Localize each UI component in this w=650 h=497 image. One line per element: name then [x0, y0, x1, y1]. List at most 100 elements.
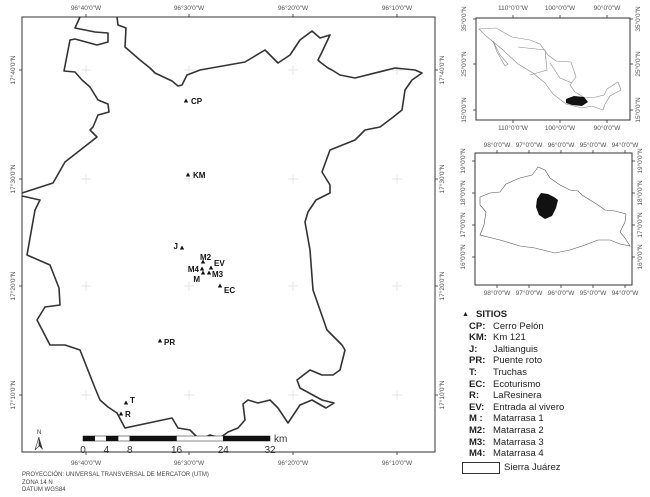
legend-item: CP: Cerro Pelón [469, 321, 564, 333]
legend-code: M : [469, 413, 483, 425]
site-marker: M2 [200, 253, 212, 264]
lat-tick-label: 16°0'0"N [636, 244, 644, 270]
legend-code: T: [469, 366, 477, 378]
legend-item: EC: Ecoturismo [469, 379, 564, 391]
lon-tick-label: 90°0'0"W [594, 124, 622, 132]
zone-text: ZONA 14 N [22, 479, 53, 486]
lon-tick-label: 96°40'0"W [71, 4, 102, 12]
grid-cross [288, 65, 298, 75]
lat-tick-label: 17°40'0"N [9, 55, 17, 84]
lon-tick-label: 96°20'0"W [278, 4, 309, 12]
site-marker: M3 [206, 270, 224, 279]
lat-tick-label: 19°0'0"N [459, 148, 467, 174]
lat-tick-label: 25°0'0"N [460, 51, 468, 77]
legend-item: T: Truchas [469, 367, 564, 379]
lon-tick-label: 96°30'0"W [174, 459, 205, 467]
lat-tick-label: 17°0'0"N [636, 212, 644, 238]
legend-item: M2: Matarrasa 2 [469, 425, 564, 437]
grid-cross [184, 281, 194, 291]
legend-name: Km 121 [493, 332, 526, 344]
legend-name: Matarrasa 2 [493, 424, 544, 436]
triangle-icon [185, 172, 191, 177]
scale-label: 16 [171, 445, 183, 456]
site-marker: M4 [188, 265, 205, 274]
oaxaca-highlight [566, 96, 588, 106]
site-marker: PR [157, 338, 175, 347]
scale-segment [117, 435, 130, 442]
lat-tick-label: 18°0'0"N [459, 180, 467, 206]
legend-title: SITIOS [476, 309, 508, 320]
grid-cross [392, 174, 402, 184]
scale-segment [106, 435, 119, 442]
scale-segment [176, 435, 224, 442]
site-marker: J [174, 242, 185, 251]
lat-tick-label: 35°0'0"N [460, 6, 468, 32]
legend-name: Entrada al vivero [493, 401, 565, 413]
legend-name: Matarrasa 4 [493, 448, 544, 460]
legend-code: M3: [469, 436, 486, 448]
grid-cross [392, 65, 402, 75]
lat-tick-label: 17°10'0"N [438, 380, 446, 409]
lon-tick-label: 96°30'0"W [174, 4, 205, 12]
lat-tick-label: 19°0'0"N [636, 148, 644, 174]
lon-tick-label: 90°0'0"W [594, 4, 622, 12]
sierra-juarez-highlight [536, 193, 558, 219]
scale-unit: km [274, 434, 287, 445]
area-swatch [462, 461, 500, 474]
legend-item: PR: Puente roto [469, 355, 564, 367]
site-marker: CP [183, 97, 203, 106]
site-marker: T [123, 396, 135, 405]
scale-label: 32 [264, 445, 276, 456]
scale-label: 24 [218, 445, 230, 456]
site-label: R [125, 410, 131, 419]
legend-name: Matarrasa 1 [493, 413, 544, 425]
legend-name: Truchas [493, 366, 527, 378]
triangle-icon [179, 245, 185, 250]
site-marker: KM [185, 171, 206, 180]
lon-tick-label: 96°10'0"W [382, 459, 413, 467]
grid-cross [184, 65, 194, 75]
lon-tick-label: 95°0'0"W [580, 141, 608, 149]
legend-name: Puente roto [493, 355, 543, 367]
lon-tick-label: 96°0'0"W [548, 289, 576, 297]
mexico-outline [478, 27, 622, 111]
lat-tick-label: 17°20'0"N [438, 271, 446, 300]
grid-cross [288, 281, 298, 291]
site-label: M3 [212, 270, 224, 279]
lat-tick-label: 17°30'0"N [9, 164, 17, 193]
lat-tick-label: 15°0'0"N [460, 97, 468, 123]
legend-name: Ecoturismo [493, 378, 541, 390]
site-label: T [130, 396, 135, 405]
grid-cross [288, 174, 298, 184]
grid-cross [392, 281, 402, 291]
triangle-icon [123, 400, 129, 405]
lat-tick-label: 35°0'0"N [634, 6, 642, 32]
legend-code: EC: [469, 378, 486, 390]
inset-mexico-frame [475, 17, 631, 121]
triangle-icon [208, 265, 214, 270]
lon-tick-label: 110°0'0"W [498, 4, 529, 12]
triangle-icon [157, 338, 163, 343]
legend-item: M4: Matarrasa 4 [469, 448, 564, 460]
lon-tick-label: 100°0'0"W [545, 4, 576, 12]
inset-oaxaca: 98°0'0"W 97°0'0"W 96°0'0"W 95°0'0"W 94°0'0"W… [459, 141, 644, 297]
lat-tick-label: 17°20'0"N [9, 271, 17, 300]
triangle-icon: ▲ [462, 311, 469, 318]
triangle-icon [183, 98, 189, 103]
lon-tick-label: 95°0'0"W [580, 289, 608, 297]
scale-segment [82, 435, 95, 442]
scale-segment [129, 435, 177, 442]
datum-text: DATUM WGS84 [22, 487, 66, 493]
oaxaca-outline [479, 166, 631, 254]
legend-item: J: Jaltianguis [469, 344, 564, 356]
triangle-icon [200, 270, 206, 275]
grid-crosses [81, 65, 402, 400]
grid-cross [392, 390, 402, 400]
lat-tick-label: 18°0'0"N [636, 180, 644, 206]
legend-code: M4: [469, 448, 486, 460]
legend-code: R: [469, 390, 480, 402]
lat-tick-label: 17°10'0"N [9, 380, 17, 409]
site-label: CP [191, 97, 203, 106]
